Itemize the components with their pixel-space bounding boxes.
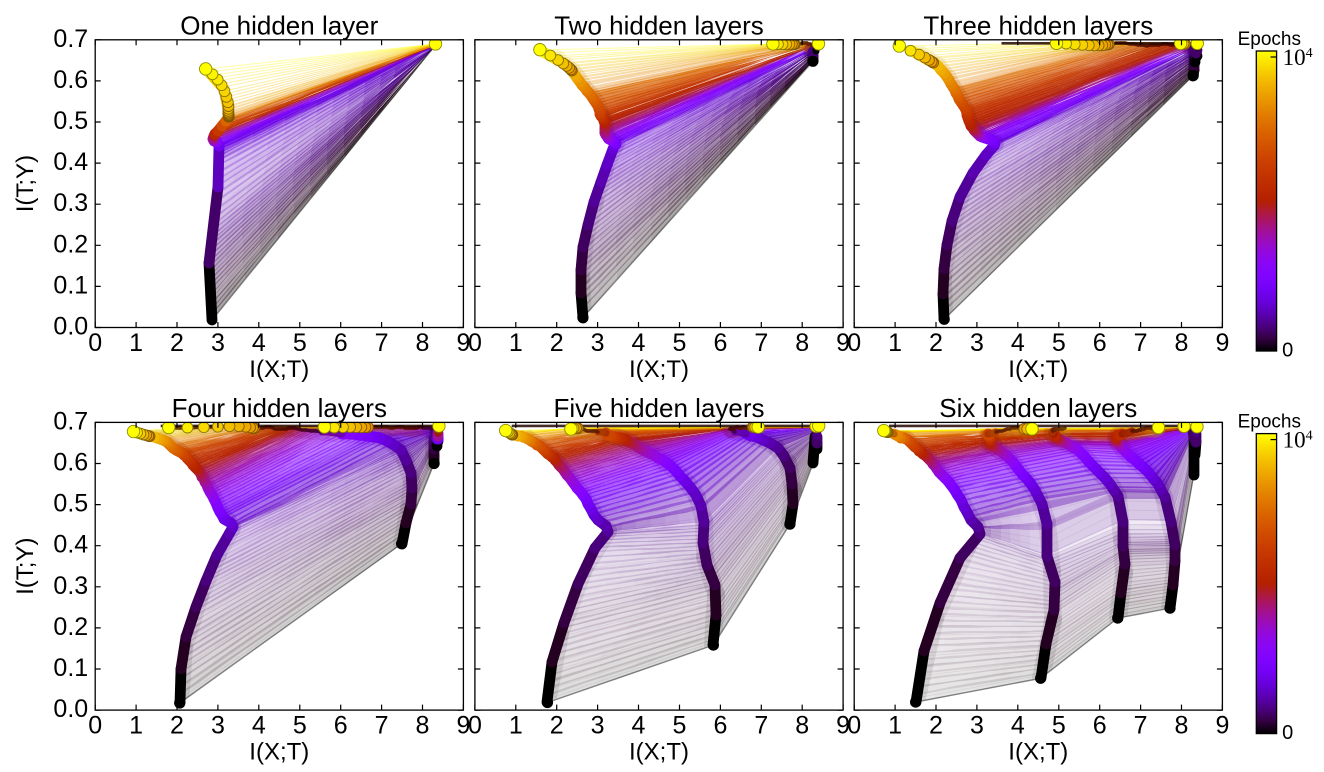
svg-text:Epochs: Epochs — [1238, 411, 1301, 432]
svg-text:5: 5 — [293, 712, 307, 740]
svg-text:4: 4 — [632, 712, 646, 740]
svg-text:3: 3 — [211, 329, 225, 357]
svg-text:4: 4 — [1011, 329, 1025, 357]
svg-text:0: 0 — [468, 712, 482, 740]
svg-text:0: 0 — [88, 329, 102, 357]
svg-text:7: 7 — [1134, 712, 1148, 740]
svg-text:2: 2 — [929, 329, 943, 357]
svg-text:8: 8 — [795, 712, 809, 740]
svg-text:0.3: 0.3 — [53, 572, 88, 600]
svg-text:2: 2 — [170, 329, 184, 357]
svg-text:9: 9 — [1215, 329, 1229, 357]
svg-text:0.7: 0.7 — [53, 25, 88, 53]
svg-text:2: 2 — [929, 712, 943, 740]
svg-text:9: 9 — [456, 712, 470, 740]
svg-text:0: 0 — [1282, 340, 1293, 362]
svg-text:0.2: 0.2 — [53, 613, 88, 641]
svg-text:0.2: 0.2 — [53, 230, 88, 258]
svg-text:0.3: 0.3 — [53, 189, 88, 217]
svg-text:8: 8 — [795, 329, 809, 357]
svg-text:3: 3 — [970, 712, 984, 740]
svg-text:4: 4 — [1011, 712, 1025, 740]
svg-text:0: 0 — [88, 712, 102, 740]
svg-text:0.1: 0.1 — [53, 654, 88, 682]
svg-text:I(T;Y): I(T;Y) — [12, 538, 39, 595]
svg-text:3: 3 — [591, 329, 605, 357]
svg-text:I(T;Y): I(T;Y) — [12, 155, 39, 212]
svg-text:0.0: 0.0 — [53, 695, 88, 723]
svg-text:7: 7 — [1134, 329, 1148, 357]
svg-text:1: 1 — [129, 712, 143, 740]
svg-text:0.6: 0.6 — [53, 449, 88, 477]
svg-text:7: 7 — [375, 712, 389, 740]
svg-text:5: 5 — [1052, 712, 1066, 740]
svg-text:0.6: 0.6 — [53, 66, 88, 94]
svg-text:8: 8 — [1175, 329, 1189, 357]
svg-text:2: 2 — [550, 712, 564, 740]
svg-text:1: 1 — [129, 329, 143, 357]
svg-text:6: 6 — [713, 329, 727, 357]
svg-text:1: 1 — [509, 329, 523, 357]
svg-text:6: 6 — [334, 329, 348, 357]
svg-text:4: 4 — [252, 712, 266, 740]
svg-text:Five hidden layers: Five hidden layers — [554, 393, 765, 423]
svg-text:I(X;T): I(X;T) — [249, 739, 309, 766]
svg-text:0: 0 — [847, 712, 861, 740]
svg-text:7: 7 — [754, 712, 768, 740]
svg-text:I(X;T): I(X;T) — [629, 356, 689, 383]
svg-text:3: 3 — [591, 712, 605, 740]
svg-text:6: 6 — [334, 712, 348, 740]
svg-text:Four hidden layers: Four hidden layers — [172, 393, 387, 423]
svg-text:9: 9 — [456, 329, 470, 357]
svg-text:0.1: 0.1 — [53, 271, 88, 299]
svg-text:7: 7 — [754, 329, 768, 357]
svg-text:Epochs: Epochs — [1238, 29, 1301, 50]
svg-text:5: 5 — [673, 329, 687, 357]
svg-text:9: 9 — [1215, 712, 1229, 740]
svg-text:9: 9 — [836, 712, 850, 740]
svg-text:8: 8 — [1175, 712, 1189, 740]
svg-text:Six hidden layers: Six hidden layers — [939, 393, 1137, 423]
svg-text:4: 4 — [632, 329, 646, 357]
svg-text:0: 0 — [468, 329, 482, 357]
svg-text:5: 5 — [293, 329, 307, 357]
svg-text:Three hidden layers: Three hidden layers — [923, 10, 1153, 40]
svg-text:8: 8 — [416, 329, 430, 357]
svg-text:5: 5 — [673, 712, 687, 740]
svg-text:I(X;T): I(X;T) — [249, 356, 309, 383]
svg-text:2: 2 — [550, 329, 564, 357]
svg-text:0.5: 0.5 — [53, 107, 88, 135]
svg-text:1: 1 — [888, 329, 902, 357]
svg-text:6: 6 — [1093, 712, 1107, 740]
svg-text:3: 3 — [211, 712, 225, 740]
svg-text:0: 0 — [847, 329, 861, 357]
svg-text:0.4: 0.4 — [53, 531, 88, 559]
svg-text:One hidden layer: One hidden layer — [180, 10, 378, 40]
svg-text:5: 5 — [1052, 329, 1066, 357]
svg-text:I(X;T): I(X;T) — [1008, 356, 1068, 383]
svg-text:0: 0 — [1282, 722, 1293, 744]
svg-text:0.4: 0.4 — [53, 148, 88, 176]
svg-text:I(X;T): I(X;T) — [629, 739, 689, 766]
svg-text:0.5: 0.5 — [53, 490, 88, 518]
svg-text:1: 1 — [888, 712, 902, 740]
svg-text:8: 8 — [416, 712, 430, 740]
svg-text:6: 6 — [1093, 329, 1107, 357]
svg-text:2: 2 — [170, 712, 184, 740]
svg-text:7: 7 — [375, 329, 389, 357]
svg-text:9: 9 — [836, 329, 850, 357]
svg-text:I(X;T): I(X;T) — [1008, 739, 1068, 766]
svg-text:Two hidden layers: Two hidden layers — [554, 10, 764, 40]
svg-text:3: 3 — [970, 329, 984, 357]
svg-text:6: 6 — [713, 712, 727, 740]
svg-text:1: 1 — [509, 712, 523, 740]
svg-text:0.0: 0.0 — [53, 313, 88, 341]
svg-text:4: 4 — [252, 329, 266, 357]
svg-text:0.7: 0.7 — [53, 407, 88, 435]
